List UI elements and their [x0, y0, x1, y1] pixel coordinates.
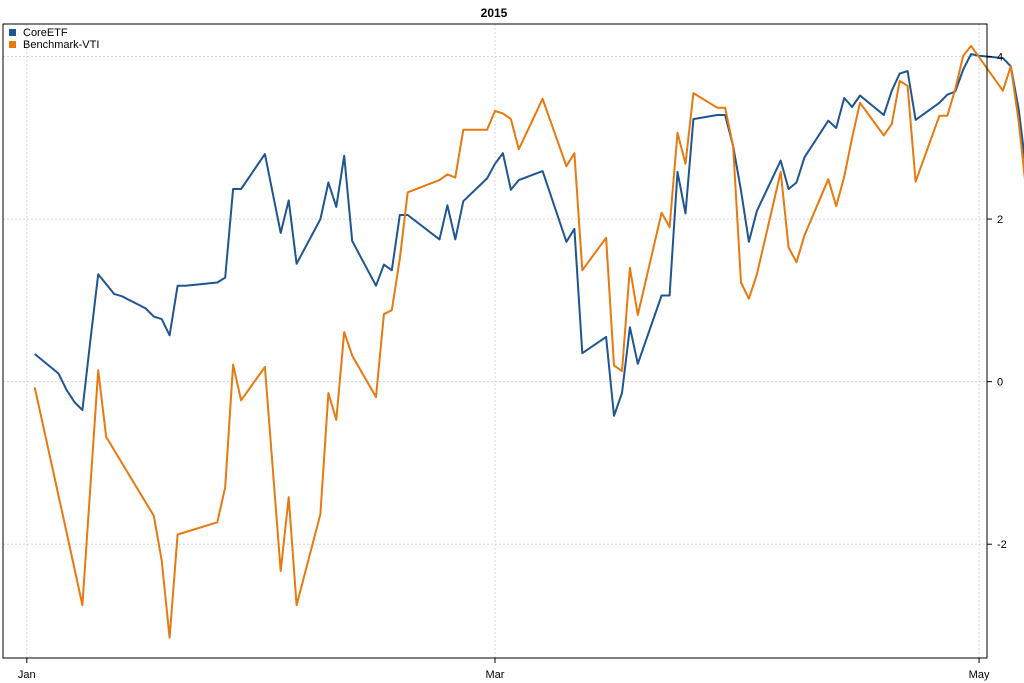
- series-line: [34, 53, 1024, 417]
- gridlines: [3, 24, 987, 658]
- legend-label: CoreETF: [23, 27, 68, 39]
- legend-swatch: [9, 41, 16, 48]
- axes: -2 0 2 4 Jan Mar May: [18, 52, 1007, 681]
- x-tick-label: Jan: [18, 669, 36, 681]
- legend-swatch: [9, 29, 16, 36]
- y-tick-label: -2: [997, 539, 1007, 551]
- x-tick-label: May: [969, 669, 990, 681]
- chart-title: 2015: [481, 6, 508, 20]
- series-lines: [33, 44, 1024, 639]
- x-tick-label: Mar: [486, 669, 505, 681]
- y-tick-label: 0: [997, 377, 1003, 389]
- legend-label: Benchmark-VTI: [23, 39, 99, 51]
- series-line: [33, 44, 1024, 639]
- y-tick-label: 2: [997, 214, 1003, 226]
- y-tick-label: 4: [997, 52, 1003, 64]
